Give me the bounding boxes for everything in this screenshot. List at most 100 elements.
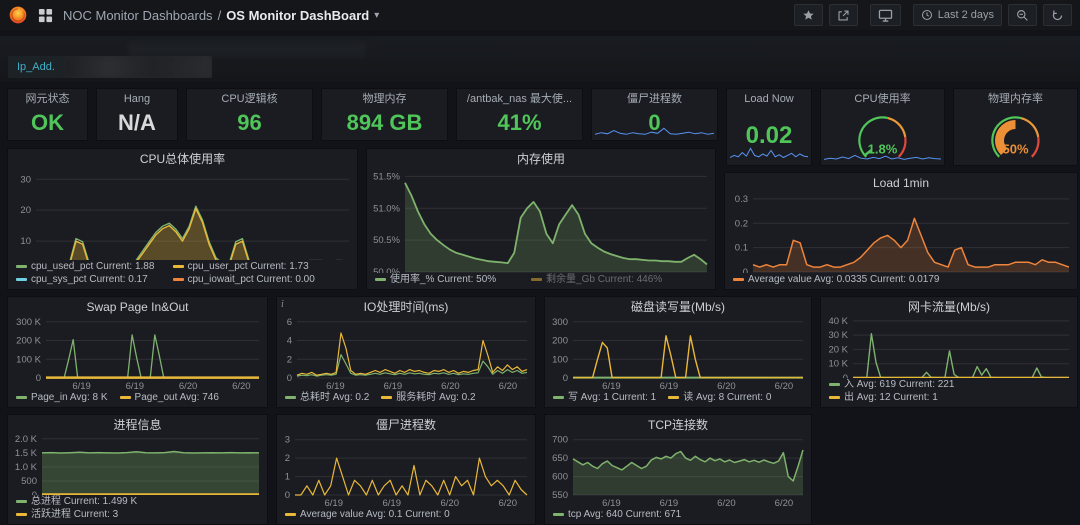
legend-color-marker <box>16 500 27 503</box>
process-info-chart[interactable]: 05001.0 K1.5 K2.0 K6/1900:006/1912:006/2… <box>8 432 267 495</box>
legend-item[interactable]: cpu_iowait_pct Current: 0.00 <box>172 273 330 286</box>
legend-item[interactable]: Average value Avg: 0.0335 Current: 0.017… <box>733 273 939 286</box>
zombie-sparkline[interactable] <box>595 123 714 138</box>
legend-text: 入 Avg: 619 Current: 221 <box>844 379 955 390</box>
chevron-down-icon[interactable]: ▾ <box>374 9 380 21</box>
panel-title[interactable]: 僵尸进程数 <box>375 418 436 432</box>
svg-text:50%: 50% <box>1002 142 1028 157</box>
legend-item[interactable]: 剩余量_Gb Current: 446% <box>531 273 687 286</box>
legend-item[interactable]: 入 Avg: 619 Current: 221 <box>829 378 954 391</box>
stat-value: 41% <box>497 110 542 135</box>
legend-color-marker <box>553 396 564 399</box>
legend-item[interactable]: 总进程 Current: 1.499 K <box>16 495 137 508</box>
grafana-logo-icon[interactable] <box>8 5 28 25</box>
memory-rate-gauge[interactable]: 50% <box>954 106 1077 165</box>
panel-title[interactable]: 网元状态 <box>25 93 70 105</box>
legend-item[interactable]: cpu_used_pct Current: 1.88 <box>16 260 173 273</box>
legend-item[interactable]: 使用率_% Current: 50% <box>375 273 531 286</box>
svg-text:4: 4 <box>287 336 292 347</box>
dashboards-grid-icon[interactable] <box>38 8 53 23</box>
legend-text: cpu_sys_pct Current: 0.17 <box>31 274 148 285</box>
legend-item[interactable]: cpu_user_pct Current: 1.73 <box>172 260 330 273</box>
breadcrumb-folder[interactable]: NOC Monitor Dashboards <box>63 7 213 23</box>
panel-title[interactable]: 物理内存 <box>362 93 407 105</box>
svg-text:30: 30 <box>20 174 31 185</box>
clock-icon <box>921 9 932 21</box>
svg-text:6/20: 6/20 <box>232 381 251 391</box>
svg-text:6/19: 6/19 <box>384 381 403 391</box>
panel-title[interactable]: /antbak_nas 最大使... <box>466 93 573 105</box>
panel-title[interactable]: CPU逻辑核 <box>221 93 278 105</box>
svg-text:550: 550 <box>552 490 568 501</box>
cpu-usage-gauge[interactable]: 1.8% <box>821 106 944 165</box>
legend-color-marker <box>16 513 27 516</box>
panel-title[interactable]: TCP连接数 <box>647 418 708 432</box>
panel-title[interactable]: 僵尸进程数 <box>627 93 682 105</box>
svg-text:0: 0 <box>36 373 41 384</box>
svg-text:10: 10 <box>20 236 31 247</box>
panel-title[interactable]: Load Now <box>744 93 794 105</box>
share-button[interactable] <box>828 4 858 26</box>
legend-item[interactable]: Average value Avg: 0.1 Current: 0 <box>285 508 450 521</box>
tv-cycle-button[interactable] <box>869 4 901 26</box>
zoom-out-button[interactable] <box>1008 4 1037 26</box>
chart-panel-zombie-procs: 僵尸进程数 01236/1900:006/1912:006/2000:006/2… <box>276 414 536 525</box>
load-1min-chart[interactable]: 00.10.20.36/19 00:006/19 12:006/20 00:00… <box>725 190 1077 273</box>
chart-legend: tcp Avg: 640 Current: 671 <box>545 508 811 524</box>
svg-text:6/19: 6/19 <box>324 498 343 508</box>
legend-item[interactable]: tcp Avg: 640 Current: 671 <box>553 508 681 521</box>
breadcrumb[interactable]: NOC Monitor Dashboards / OS Monitor Dash… <box>63 8 379 23</box>
svg-text:6/20: 6/20 <box>179 381 198 391</box>
chart-panel-tcp-conns: TCP连接数 5506006507006/1900:006/1912:006/2… <box>544 414 812 525</box>
legend-item[interactable]: cpu_sys_pct Current: 0.17 <box>16 273 173 286</box>
legend-item[interactable]: 服务耗时 Avg: 0.2 <box>381 391 476 404</box>
legend-text: 剩余量_Gb Current: 446% <box>546 274 663 285</box>
cpu-total-chart[interactable]: 01020306/19 00:006/19 12:006/20 00:006/2… <box>8 166 357 260</box>
panel-title[interactable]: CPU使用率 <box>854 93 911 105</box>
stat-panel-load-now: Load Now 0.02 <box>726 88 812 166</box>
load-now-sparkline[interactable] <box>730 145 808 163</box>
panel-title[interactable]: IO处理时间(ms) <box>363 300 449 314</box>
panel-title[interactable]: 磁盘读写量(Mb/s) <box>631 300 725 314</box>
legend-item[interactable]: 活跃进程 Current: 3 <box>16 508 118 521</box>
panel-title[interactable]: Swap Page In&Out <box>86 300 189 314</box>
legend-text: Page_out Avg: 746 <box>134 392 219 403</box>
tcp-conns-chart[interactable]: 5506006507006/1900:006/1912:006/2000:006… <box>545 432 811 508</box>
info-icon[interactable]: i <box>281 299 284 310</box>
panel-title[interactable]: Load 1min <box>872 176 930 190</box>
legend-color-marker <box>829 383 840 386</box>
panel-title[interactable]: CPU总体使用率 <box>139 152 226 166</box>
panel-title[interactable]: Hang <box>123 93 151 105</box>
legend-item[interactable]: 出 Avg: 12 Current: 1 <box>829 391 938 404</box>
panel-title[interactable]: 进程信息 <box>113 418 162 432</box>
cpu-gauge-sparkline[interactable] <box>824 151 941 163</box>
panel-title[interactable]: 网卡流量(Mb/s) <box>908 300 990 314</box>
breadcrumb-dashboard-title[interactable]: OS Monitor DashBoard <box>226 7 370 23</box>
time-range-picker[interactable]: Last 2 days <box>912 4 1002 26</box>
nic-traffic-chart[interactable]: 010 K20 K30 K40 K6/1900:006/1912:006/200… <box>821 314 1077 378</box>
stat-panel-antbak-nas: /antbak_nas 最大使... 41% <box>456 88 583 141</box>
legend-item[interactable]: 读 Avg: 8 Current: 0 <box>668 391 771 404</box>
legend-item[interactable]: 总耗时 Avg: 0.2 <box>285 391 369 404</box>
legend-text: Page_in Avg: 8 K <box>31 392 108 403</box>
legend-item[interactable]: Page_out Avg: 746 <box>119 391 219 404</box>
legend-item[interactable]: 写 Avg: 1 Current: 1 <box>553 391 656 404</box>
panel-title[interactable]: 内存使用 <box>516 152 565 166</box>
svg-text:6/20: 6/20 <box>775 381 794 391</box>
stat-value: 96 <box>237 110 262 135</box>
panel-title[interactable]: 物理内存率 <box>988 93 1043 105</box>
chart-panel-process-info: 进程信息 05001.0 K1.5 K2.0 K6/1900:006/1912:… <box>7 414 268 525</box>
refresh-button[interactable] <box>1043 4 1072 26</box>
svg-text:300: 300 <box>552 317 568 328</box>
legend-text: 使用率_% Current: 50% <box>390 274 497 285</box>
legend-item[interactable]: Page_in Avg: 8 K <box>16 391 108 404</box>
ip-variable-value-dropdown[interactable] <box>64 56 212 78</box>
star-button[interactable] <box>793 4 823 26</box>
legend-text: 总耗时 Avg: 0.2 <box>300 392 370 403</box>
memory-usage-chart[interactable]: 50.0%50.5%51.0%51.5%6/19 00:006/19 12:00… <box>367 166 715 273</box>
disk-rw-chart[interactable]: 01002003006/1900:006/1912:006/2000:006/2… <box>545 314 811 391</box>
